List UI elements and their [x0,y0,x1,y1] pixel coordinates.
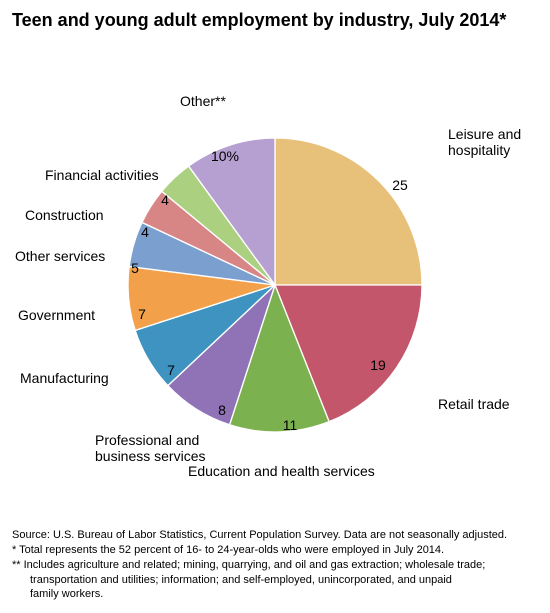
slice-label: Other services [15,248,105,264]
footnotes: Source: U.S. Bureau of Labor Statistics,… [12,529,538,603]
slice-value: 7 [127,306,157,322]
pie-svg [0,40,550,530]
footnote-line: family workers. [12,588,538,602]
chart-title: Teen and young adult employment by indus… [12,10,538,31]
slice-value: 8 [207,402,237,418]
pie-chart: 25 Leisure andhospitality 19 Retail trade 11… [0,40,550,530]
slice-value: 7 [156,362,186,378]
footnote-line: Source: U.S. Bureau of Labor Statistics,… [12,529,538,543]
slice-value: 19 [363,357,393,373]
slice-label: Manufacturing [20,370,109,386]
slice-label: Financial activities [45,167,159,183]
footnote-line: transportation and utilities; informatio… [12,574,538,588]
slice-label: Professional andbusiness services [95,432,206,464]
slice-value: 11 [275,417,305,433]
slice-value: 10% [210,148,240,164]
slice-label: Other** [180,93,226,109]
footnote-line: * Total represents the 52 percent of 16-… [12,544,538,558]
slice-label: Retail trade [438,396,510,412]
slice-label: Government [18,307,95,323]
slice-value: 25 [385,177,415,193]
slice-value: 4 [150,192,180,208]
slice-label: Leisure andhospitality [448,126,521,158]
pie-slice [275,138,422,285]
slice-value: 5 [120,260,150,276]
slice-value: 4 [130,224,160,240]
slice-label: Construction [25,207,104,223]
slice-label: Education and health services [188,463,375,479]
footnote-line: ** Includes agriculture and related; min… [12,559,538,573]
